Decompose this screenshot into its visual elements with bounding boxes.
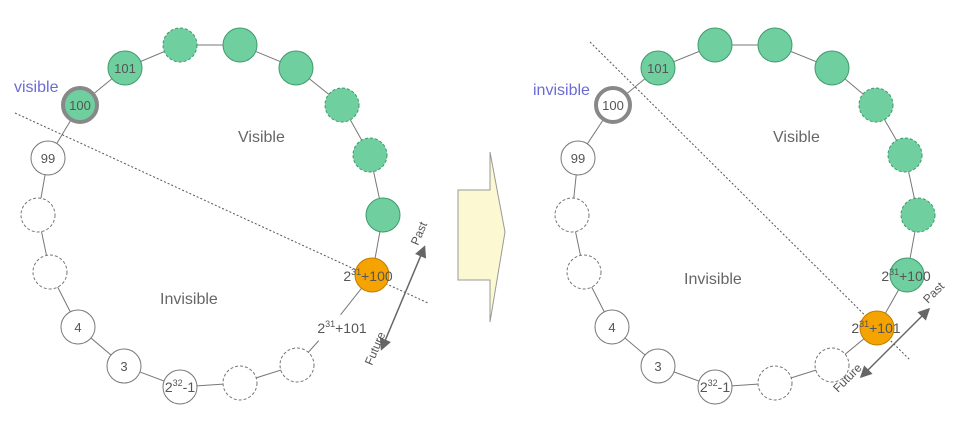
node-101-label: 101 (114, 61, 136, 76)
transition-arrow (457, 151, 506, 323)
right-region-visible: Visible (773, 129, 820, 146)
node-next-label: 231+101 (317, 319, 367, 336)
left-diagram: 101 100 99 4 3 232-1 231+100 231+101 vis… (14, 27, 431, 405)
node-101 (640, 50, 676, 86)
node-empty (222, 365, 258, 401)
node-green (900, 197, 936, 233)
right-direction-arrow (859, 307, 931, 379)
node-max-label: 232-1 (165, 378, 195, 395)
left-visible-nodes (107, 27, 401, 233)
node-green (278, 50, 314, 86)
node-3 (640, 348, 676, 384)
node-green (222, 27, 258, 63)
node-green (814, 50, 850, 86)
left-region-visible: Visible (238, 129, 285, 146)
node-green (697, 27, 733, 63)
right-visible-nodes (640, 27, 936, 293)
node-empty (566, 254, 602, 290)
node-empty (554, 197, 590, 233)
right-future-nodes (554, 140, 850, 405)
node-green (887, 137, 923, 173)
right-region-invisible: Invisible (684, 271, 742, 288)
node-empty (757, 365, 793, 401)
right-boundary-line (589, 41, 911, 361)
node-99 (560, 140, 596, 176)
node-current-label: 231+101 (851, 319, 901, 336)
node-4 (594, 309, 630, 345)
left-direction-arrow (379, 245, 427, 351)
left-corner-label: visible (14, 79, 59, 96)
node-101-label: 101 (647, 61, 669, 76)
node-green (352, 137, 388, 173)
node-prev (889, 257, 925, 293)
node-green (757, 27, 793, 63)
node-green (365, 197, 401, 233)
node-4-label: 4 (74, 320, 81, 335)
node-max (162, 369, 198, 405)
node-empty (32, 254, 68, 290)
node-3-label: 3 (654, 359, 661, 374)
node-101 (107, 50, 143, 86)
right-diagram: 101 100 99 4 3 232-1 231+100 231+101 inv… (533, 27, 948, 405)
node-green (324, 87, 360, 123)
node-99-label: 99 (571, 151, 585, 166)
node-100-label: 100 (602, 98, 624, 113)
left-region-invisible: Invisible (160, 291, 218, 308)
node-3 (106, 348, 142, 384)
node-green (858, 87, 894, 123)
node-empty (20, 197, 56, 233)
right-corner-label: invisible (533, 82, 590, 99)
node-prev-label: 231+100 (881, 267, 931, 284)
node-4 (60, 309, 96, 345)
node-4-label: 4 (608, 320, 615, 335)
node-99 (30, 140, 66, 176)
node-empty (279, 347, 315, 383)
node-empty (814, 347, 850, 383)
node-max (697, 369, 733, 405)
node-3-label: 3 (120, 359, 127, 374)
node-next (313, 311, 347, 345)
node-100 (61, 86, 99, 124)
node-max-label: 232-1 (700, 378, 730, 395)
node-current-label: 231+100 (343, 267, 393, 284)
node-100 (594, 86, 632, 124)
node-green (162, 27, 198, 63)
node-99-label: 99 (41, 151, 55, 166)
left-future-nodes (20, 140, 347, 405)
node-100-label: 100 (69, 98, 91, 113)
left-past-label: Past (408, 219, 431, 247)
